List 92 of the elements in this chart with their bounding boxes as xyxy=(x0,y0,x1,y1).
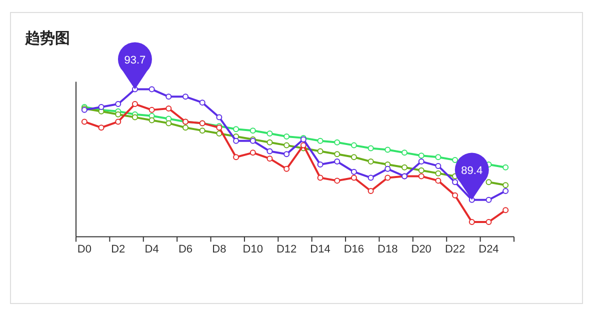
chart-title: 趋势图 xyxy=(24,30,70,47)
point xyxy=(452,157,458,164)
point xyxy=(435,170,442,176)
point xyxy=(384,146,391,153)
x-tick-label: D18 xyxy=(378,244,398,256)
point xyxy=(132,114,138,120)
x-tick-label: D6 xyxy=(178,244,193,256)
annotation: 89.4 xyxy=(461,164,483,177)
point xyxy=(250,150,256,156)
point xyxy=(182,94,188,100)
point xyxy=(284,133,290,140)
point xyxy=(182,124,188,131)
annotation: 93.7 xyxy=(124,54,146,66)
point xyxy=(199,128,206,134)
point xyxy=(402,164,408,170)
point xyxy=(368,188,374,194)
x-tick-label: D10 xyxy=(242,244,263,256)
x-tick-label: D24 xyxy=(478,244,499,256)
x-tick-label: D14 xyxy=(310,244,330,256)
point xyxy=(368,174,374,181)
point xyxy=(334,178,340,184)
point xyxy=(418,152,424,159)
point xyxy=(384,174,391,181)
point xyxy=(334,151,340,158)
point xyxy=(115,118,122,125)
x-tick-label: D2 xyxy=(111,244,126,256)
picture-pin: 93.7 xyxy=(118,42,152,90)
point xyxy=(317,148,324,154)
point xyxy=(350,142,357,148)
point xyxy=(452,179,458,186)
point xyxy=(284,151,290,158)
point xyxy=(334,158,340,165)
point xyxy=(233,138,240,144)
point xyxy=(216,114,222,120)
point xyxy=(132,101,138,108)
point xyxy=(81,118,88,125)
point xyxy=(418,173,424,180)
x-tick-label: D4 xyxy=(144,244,159,256)
point xyxy=(266,130,273,137)
x-tick-label: D16 xyxy=(344,244,364,256)
point xyxy=(115,111,122,118)
point xyxy=(216,130,222,137)
point xyxy=(435,154,442,160)
point xyxy=(266,148,273,154)
picture-pin: 89.4 xyxy=(454,152,489,200)
point xyxy=(266,139,273,146)
point xyxy=(266,156,273,162)
point xyxy=(435,162,442,169)
point xyxy=(418,158,424,165)
point xyxy=(468,218,475,225)
point xyxy=(233,154,240,160)
x-tick-label: D8 xyxy=(212,244,226,256)
point xyxy=(317,138,324,144)
point xyxy=(502,182,509,188)
point xyxy=(486,179,492,186)
point xyxy=(148,106,155,113)
point xyxy=(452,192,458,198)
x-tick-label: D12 xyxy=(276,244,297,256)
x-tick-label: D0 xyxy=(77,244,92,256)
point xyxy=(250,128,256,134)
point xyxy=(284,166,290,172)
point xyxy=(402,150,408,156)
point xyxy=(486,196,492,203)
point xyxy=(166,120,172,126)
point xyxy=(334,139,340,146)
x-tick-label: D20 xyxy=(411,244,432,256)
point xyxy=(350,154,357,160)
point xyxy=(98,124,104,131)
point xyxy=(502,188,509,194)
point xyxy=(435,178,442,184)
point xyxy=(317,161,324,168)
point xyxy=(284,142,290,148)
point xyxy=(233,126,240,132)
point xyxy=(384,166,391,172)
point xyxy=(418,167,424,174)
point xyxy=(502,164,509,170)
point xyxy=(300,142,306,148)
x-tick-label: D22 xyxy=(444,244,466,256)
point xyxy=(350,174,357,181)
point xyxy=(148,86,155,92)
point xyxy=(166,94,172,100)
point xyxy=(199,100,206,106)
point xyxy=(166,105,172,112)
point xyxy=(368,145,374,152)
point xyxy=(317,174,324,181)
point xyxy=(148,117,155,124)
point xyxy=(115,101,122,108)
point xyxy=(502,207,509,214)
point xyxy=(98,104,104,110)
point xyxy=(368,158,374,165)
point xyxy=(486,218,492,225)
point xyxy=(350,168,357,175)
